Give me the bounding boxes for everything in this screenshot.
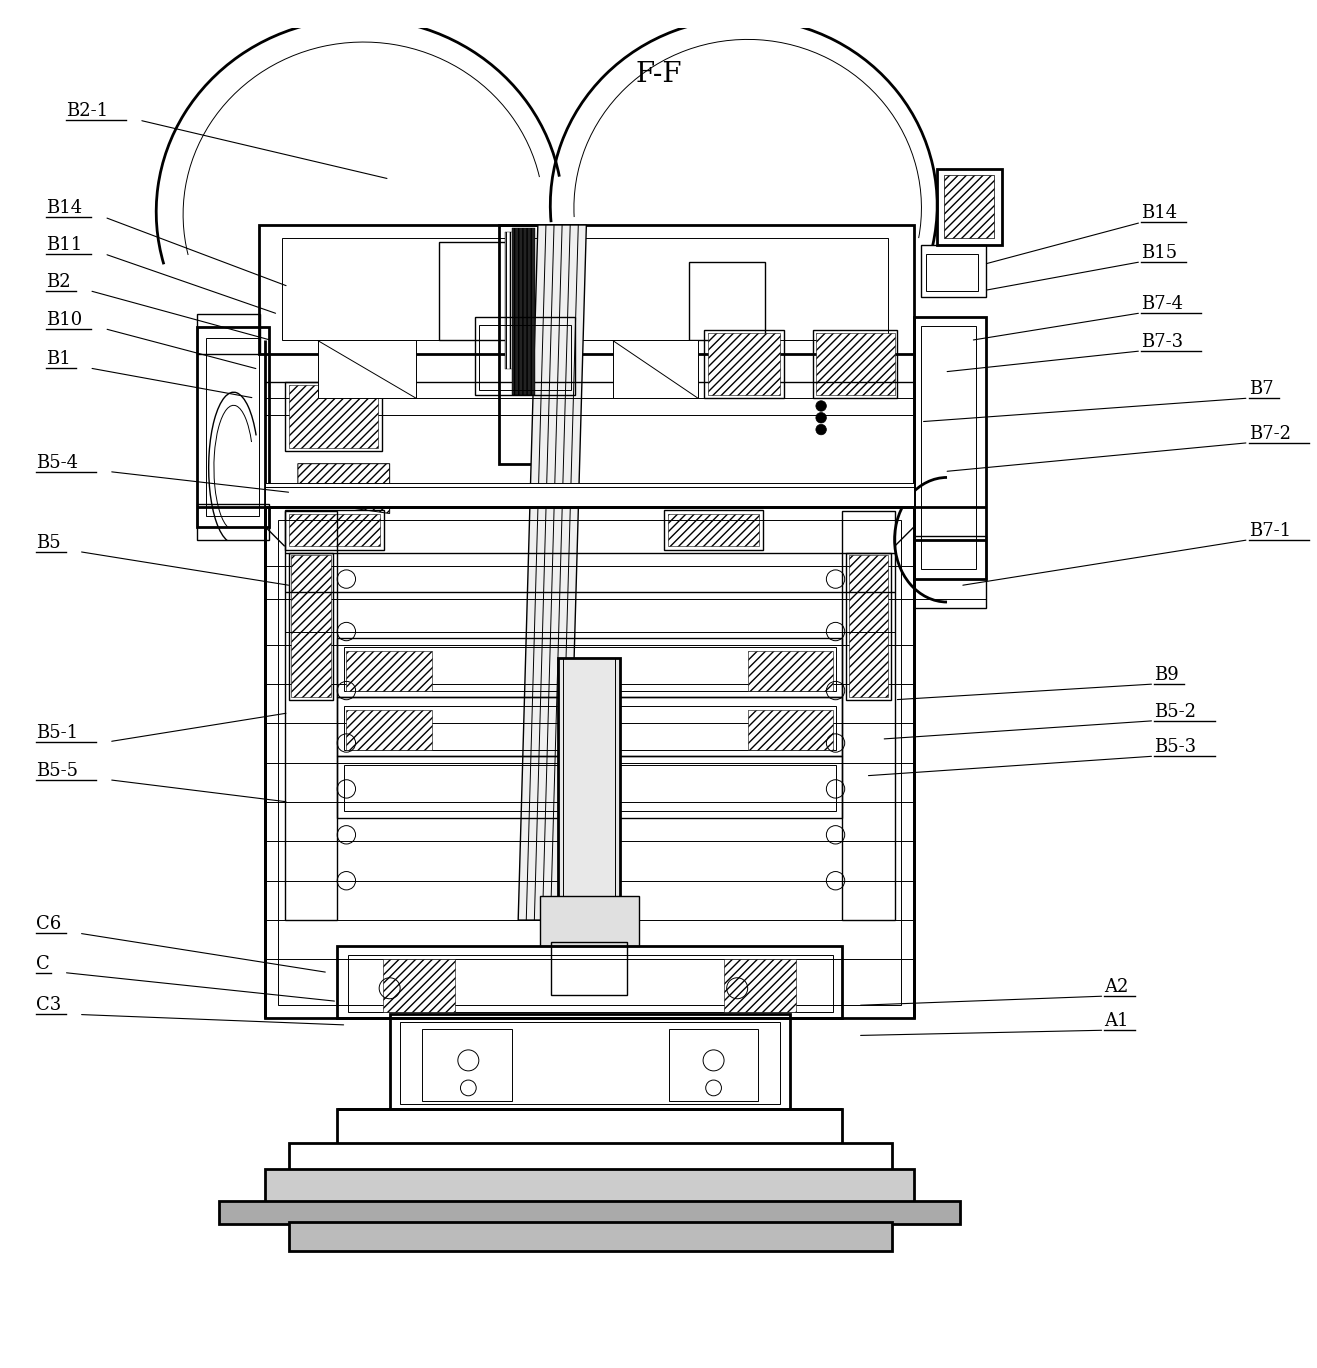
- Bar: [288, 1144, 892, 1172]
- Bar: [914, 536, 986, 607]
- Bar: [288, 384, 378, 447]
- Text: B10: B10: [46, 311, 82, 328]
- Bar: [196, 505, 269, 540]
- Text: B14: B14: [46, 200, 82, 218]
- Bar: [668, 513, 760, 546]
- Text: B9: B9: [1154, 666, 1179, 684]
- Bar: [440, 242, 515, 341]
- Text: B5-3: B5-3: [1154, 739, 1196, 757]
- Bar: [288, 553, 333, 700]
- Text: B5-4: B5-4: [36, 454, 78, 472]
- Bar: [499, 224, 577, 464]
- Bar: [337, 1109, 842, 1145]
- Bar: [669, 1029, 759, 1101]
- Text: B1: B1: [46, 350, 71, 368]
- Bar: [258, 224, 914, 353]
- Bar: [921, 326, 976, 569]
- Bar: [499, 224, 577, 464]
- Bar: [423, 1029, 511, 1101]
- Bar: [344, 765, 835, 811]
- Bar: [944, 175, 994, 238]
- Bar: [842, 510, 894, 921]
- Text: B2-1: B2-1: [66, 103, 108, 120]
- Circle shape: [815, 424, 826, 435]
- Bar: [265, 508, 914, 1018]
- Bar: [926, 254, 979, 290]
- Bar: [479, 324, 570, 390]
- Bar: [265, 483, 914, 508]
- Bar: [551, 943, 627, 995]
- Bar: [724, 959, 797, 1012]
- Bar: [383, 959, 456, 1012]
- Bar: [346, 710, 432, 750]
- Bar: [219, 1201, 960, 1224]
- Text: A2: A2: [1105, 978, 1129, 996]
- Bar: [337, 637, 842, 698]
- Text: B15: B15: [1141, 244, 1177, 261]
- Bar: [196, 315, 259, 353]
- Bar: [284, 510, 337, 921]
- Polygon shape: [518, 224, 586, 921]
- Bar: [284, 383, 382, 450]
- Bar: [337, 947, 842, 1018]
- Bar: [348, 955, 832, 1012]
- Bar: [346, 651, 432, 691]
- Bar: [291, 555, 331, 698]
- Bar: [400, 1022, 781, 1104]
- Bar: [748, 710, 832, 750]
- Bar: [689, 261, 765, 341]
- Text: B5-2: B5-2: [1154, 703, 1196, 721]
- Bar: [848, 555, 888, 698]
- Text: B2: B2: [46, 272, 71, 290]
- Text: B11: B11: [46, 235, 82, 254]
- Bar: [390, 1015, 790, 1111]
- Bar: [344, 706, 835, 750]
- Text: F-F: F-F: [635, 60, 682, 88]
- Bar: [475, 317, 574, 395]
- Text: C: C: [36, 955, 49, 973]
- Bar: [664, 509, 764, 550]
- Text: B5: B5: [36, 534, 61, 551]
- Bar: [278, 520, 901, 1005]
- Text: A1: A1: [1105, 1012, 1129, 1030]
- Bar: [196, 327, 269, 527]
- Bar: [705, 330, 785, 398]
- Text: B14: B14: [1141, 204, 1177, 223]
- Bar: [337, 757, 842, 818]
- Text: B7: B7: [1249, 380, 1274, 398]
- Bar: [511, 227, 535, 395]
- Bar: [282, 238, 888, 341]
- Polygon shape: [612, 341, 698, 398]
- Bar: [914, 317, 986, 579]
- Bar: [815, 332, 894, 395]
- Circle shape: [815, 413, 826, 423]
- Bar: [557, 658, 620, 900]
- Polygon shape: [317, 341, 416, 398]
- Text: B7-1: B7-1: [1249, 521, 1291, 540]
- Polygon shape: [298, 464, 390, 513]
- Text: B5-5: B5-5: [36, 762, 78, 780]
- Bar: [921, 245, 986, 297]
- Bar: [337, 698, 842, 757]
- Bar: [709, 332, 781, 395]
- Bar: [284, 509, 385, 550]
- Bar: [846, 553, 890, 700]
- Bar: [540, 896, 639, 947]
- Bar: [288, 1222, 892, 1250]
- Text: B7-2: B7-2: [1249, 424, 1291, 443]
- Text: B5-1: B5-1: [36, 724, 78, 741]
- Bar: [504, 231, 533, 369]
- Bar: [265, 1170, 914, 1202]
- Bar: [205, 338, 258, 516]
- Bar: [936, 168, 1002, 245]
- Text: C6: C6: [36, 915, 61, 933]
- Text: C3: C3: [36, 996, 61, 1015]
- Bar: [748, 651, 832, 691]
- Bar: [344, 647, 835, 691]
- Circle shape: [815, 401, 826, 412]
- Text: B7-3: B7-3: [1141, 332, 1183, 352]
- Text: B7-4: B7-4: [1141, 295, 1183, 313]
- Bar: [288, 513, 381, 546]
- Bar: [814, 330, 897, 398]
